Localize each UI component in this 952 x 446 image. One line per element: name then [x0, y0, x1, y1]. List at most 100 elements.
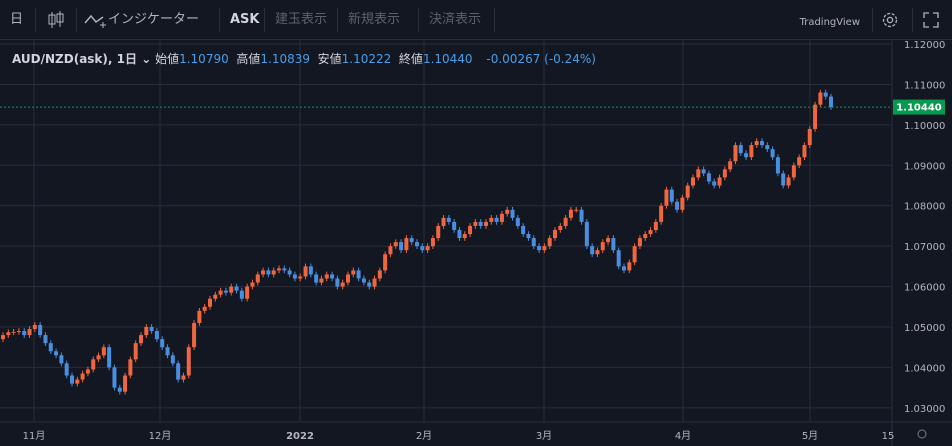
candle [738, 142, 743, 157]
toolbar-divider [872, 8, 873, 32]
settlement-display-button[interactable]: 決済表示 [429, 12, 482, 27]
candle [473, 219, 478, 229]
candle-body [664, 189, 669, 206]
candle [728, 158, 733, 173]
candle [653, 219, 658, 233]
y-tick-label: 1.11000 [904, 80, 945, 91]
candle-body [622, 266, 626, 271]
candle [510, 206, 515, 221]
candle [744, 150, 749, 161]
candle [133, 340, 138, 363]
candle [112, 364, 117, 391]
new-order-display-button[interactable]: 新規表示 [348, 12, 401, 27]
candle [250, 279, 255, 290]
candle [372, 275, 377, 290]
candle [330, 271, 335, 282]
price-chart[interactable]: 1.12000 1.11000 1.10000 1.09000 1.08000 1.070… [0, 40, 952, 446]
candle [775, 154, 780, 177]
candle [611, 235, 616, 254]
candle [547, 235, 552, 249]
candle-body [409, 238, 414, 243]
candle [616, 247, 621, 270]
candle-body [250, 282, 255, 287]
settings-button[interactable] [880, 0, 900, 40]
candle [441, 215, 446, 229]
candle-body [117, 387, 122, 392]
position-display-button[interactable]: 建玉表示 [275, 12, 328, 27]
candle-body [234, 286, 239, 291]
low-value: 1.10222 [341, 52, 392, 66]
candle [430, 235, 435, 249]
candle [606, 235, 611, 245]
candle [409, 235, 414, 245]
candle [499, 210, 504, 225]
candle [558, 223, 563, 233]
candle-body [351, 270, 356, 275]
candle-body [537, 246, 542, 251]
y-tick-label: 1.08000 [904, 202, 945, 213]
candle [706, 170, 711, 185]
candle [446, 215, 451, 225]
candle-body [404, 238, 409, 251]
candle [314, 271, 319, 286]
candle [96, 352, 101, 363]
candle-body [446, 217, 451, 222]
candle [420, 243, 425, 254]
candle-body [107, 347, 112, 368]
candle-body [229, 286, 234, 293]
ask-toggle[interactable]: ASK [230, 12, 260, 27]
candle [101, 344, 106, 359]
candle [91, 356, 96, 373]
indicators-button[interactable]: インジケーター [84, 0, 199, 40]
candle-body [154, 331, 159, 340]
candle-style-button[interactable] [46, 0, 66, 40]
toolbar-divider [418, 8, 419, 32]
candle-body [468, 225, 473, 235]
candle-body [430, 238, 435, 247]
candle [568, 206, 573, 221]
candle [367, 279, 372, 290]
candle [377, 267, 382, 282]
candle-body [791, 165, 796, 178]
candle [149, 324, 154, 334]
tradingview-brand: TradingView [799, 17, 860, 28]
timeframe-button[interactable]: 日 [10, 12, 24, 27]
candle-body [239, 290, 244, 299]
candle-body [733, 145, 738, 162]
candle [786, 174, 791, 189]
candle [600, 239, 605, 254]
candle [59, 352, 64, 367]
candle [22, 328, 27, 338]
candle-body [829, 96, 833, 108]
candle [154, 328, 159, 342]
candle [255, 271, 260, 286]
candle [48, 340, 53, 355]
candlestick-icon [48, 10, 64, 28]
candle-body [377, 270, 382, 279]
axis-settings-button[interactable] [917, 429, 927, 439]
candle [234, 283, 239, 294]
x-tick-label: 11月 [23, 430, 46, 442]
candle [717, 174, 722, 189]
candle-body [361, 278, 366, 283]
candle [80, 370, 85, 383]
candle [404, 235, 409, 254]
y-tick-label: 1.07000 [904, 242, 945, 253]
candle-body [754, 141, 759, 146]
candle [637, 235, 642, 249]
candle-body [218, 290, 223, 295]
candle-body [48, 343, 53, 352]
candle [229, 283, 234, 296]
candle-body [691, 177, 695, 186]
candle-body [80, 373, 85, 380]
candle [388, 243, 393, 258]
candle-body [680, 197, 685, 210]
candle-body [526, 234, 531, 239]
candle-body [43, 335, 48, 344]
candle-body [346, 274, 350, 283]
symbol-interval-button[interactable]: AUD/NZD(ask), 1日 ⌄ [12, 52, 151, 66]
candle [340, 279, 345, 290]
candle-body [139, 335, 143, 344]
candle-body [11, 331, 16, 333]
fullscreen-button[interactable] [922, 0, 940, 40]
